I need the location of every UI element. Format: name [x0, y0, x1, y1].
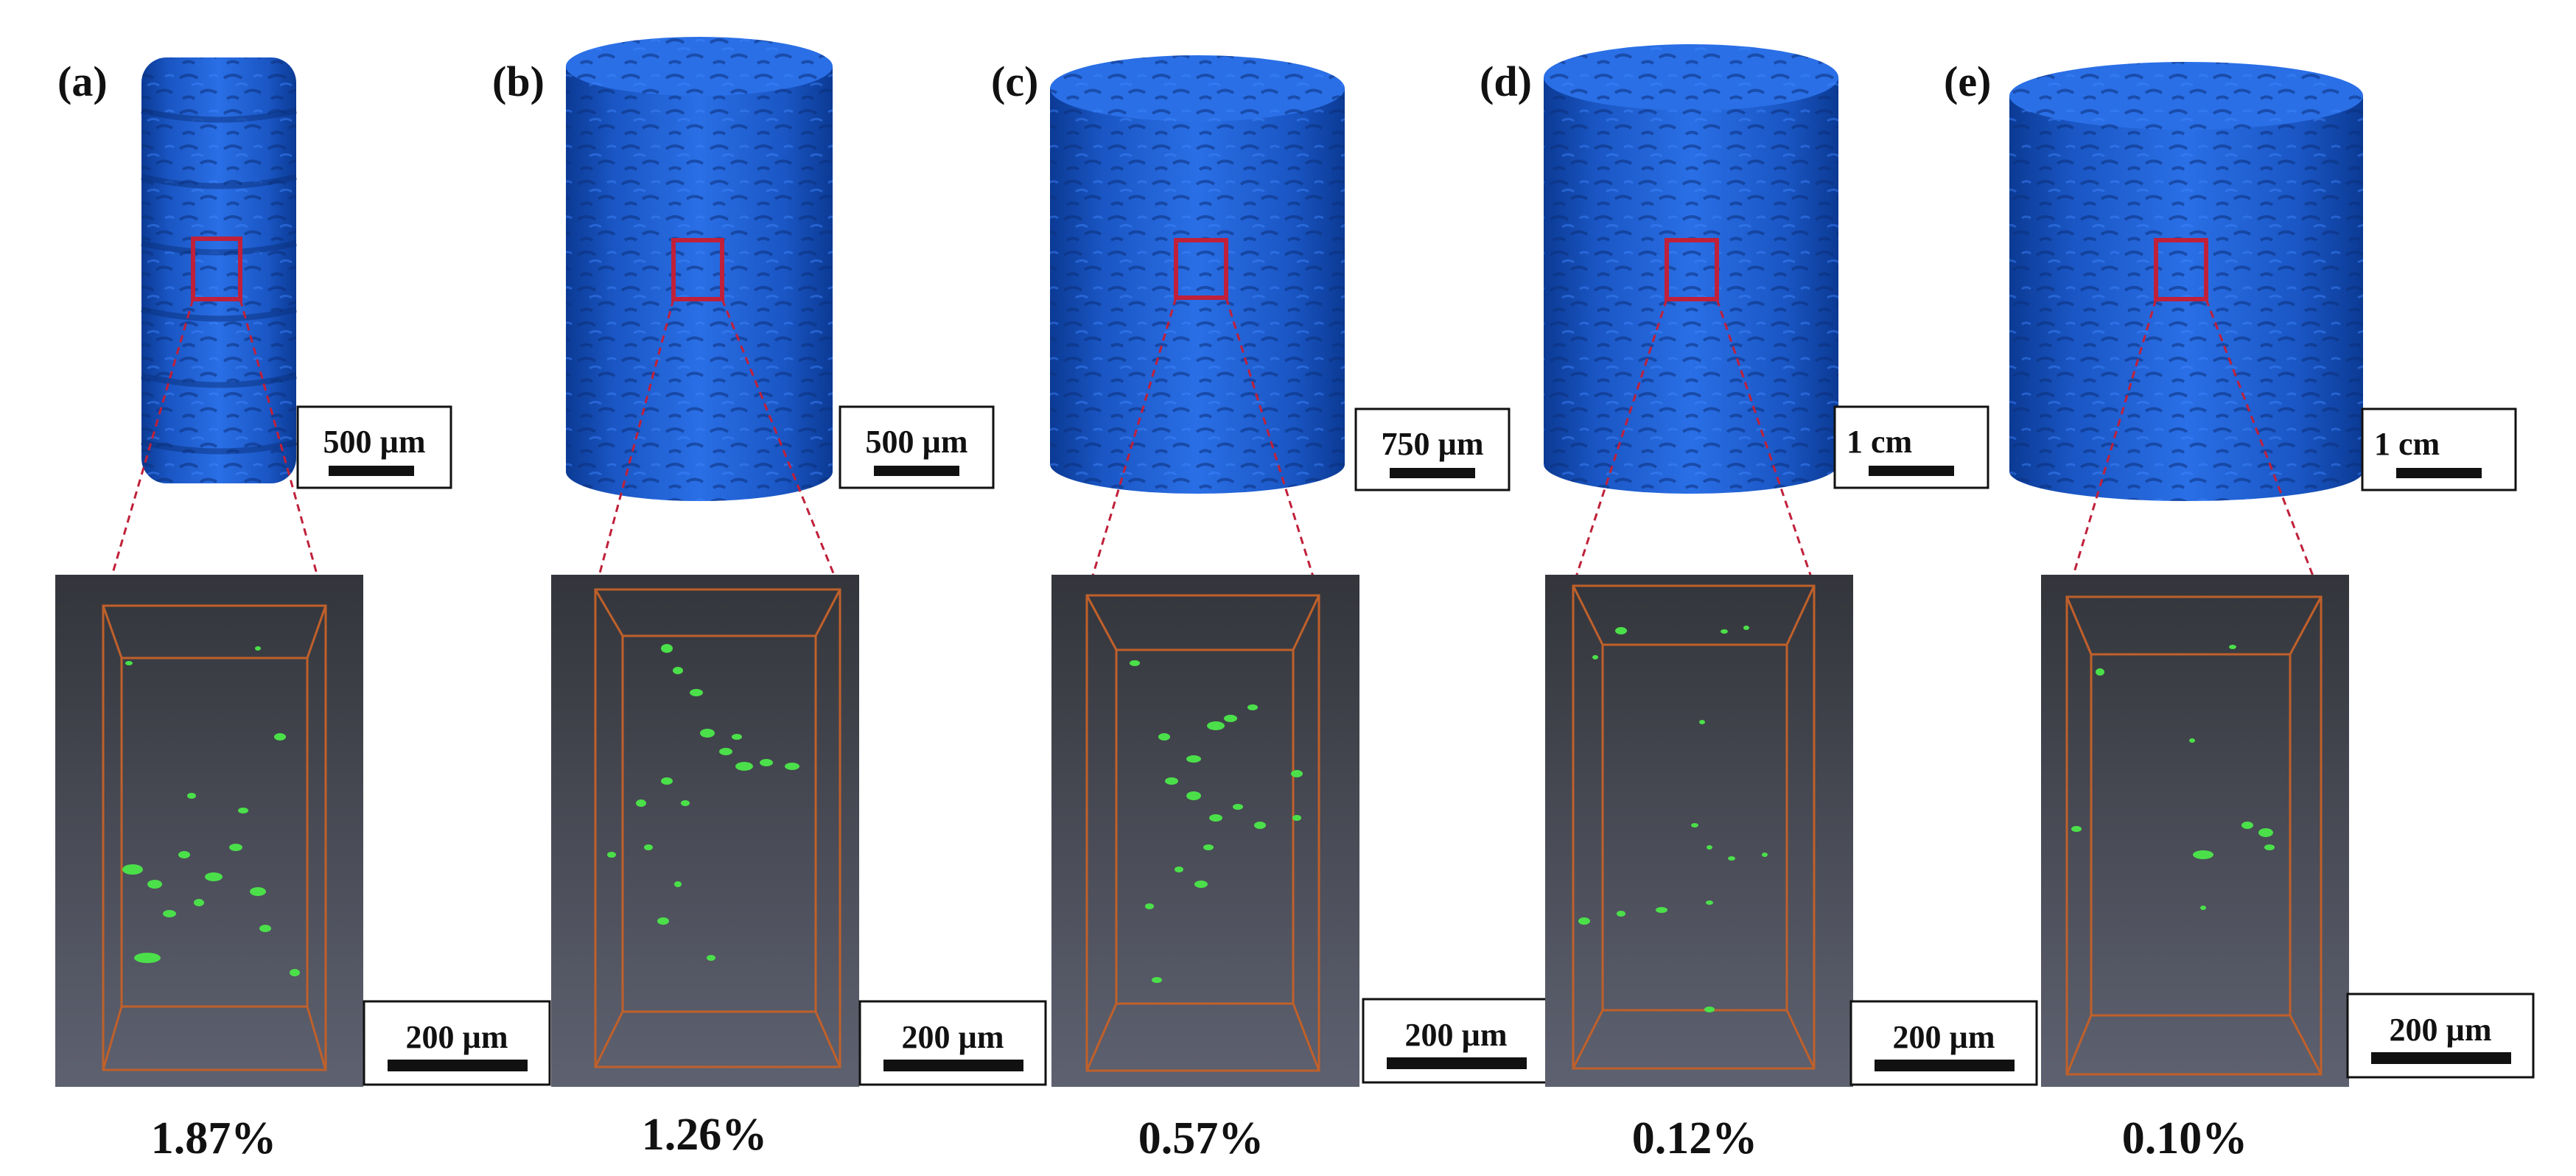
- detail-view-b: [551, 575, 859, 1087]
- scale-bar-bottom: 200 µm: [1849, 1000, 2038, 1086]
- scale-label-bottom: 200 µm: [405, 1019, 508, 1055]
- panel-c: (c) 750 µm: [991, 55, 1550, 1163]
- sample-cylinder-a: [141, 57, 297, 483]
- zoom-line-left-b: [594, 298, 675, 590]
- scale-bar-bottom: 200 µm: [1362, 998, 1550, 1084]
- sample-cylinder-b: [566, 37, 833, 501]
- panel-letter: (e): [1944, 57, 1991, 105]
- zoom-line-left-a: [102, 298, 195, 606]
- scale-bar-bottom: 200 µm: [2346, 993, 2535, 1079]
- scale-label-top: 500 µm: [323, 424, 425, 460]
- zoom-line-right-e: [2205, 298, 2323, 598]
- scale-label-top: 1 cm: [1847, 424, 1912, 460]
- sample-cylinder-d: [1544, 44, 1838, 494]
- zoom-line-right-d: [1715, 298, 1816, 587]
- scale-label-top: 1 cm: [2374, 426, 2440, 462]
- detail-view-a: [55, 575, 363, 1087]
- zoom-line-left-d: [1572, 298, 1668, 587]
- porosity-value: 1.26%: [642, 1110, 768, 1160]
- detail-view-c: [1051, 575, 1359, 1087]
- panel-letter: (a): [57, 57, 108, 105]
- scale-label-bottom: 200 µm: [2389, 1012, 2491, 1048]
- scale-bar-top: 1 cm: [1833, 405, 1989, 489]
- zoom-line-left-c: [1085, 297, 1177, 596]
- detail-view-d: [1545, 575, 1853, 1087]
- scale-label-bottom: 200 µm: [1892, 1019, 1995, 1055]
- zoom-line-right-c: [1225, 297, 1320, 596]
- roi-box-a: [191, 237, 242, 301]
- scale-bar-top: 500 µm: [296, 405, 452, 489]
- sample-cylinder-e: [2009, 62, 2363, 501]
- porosity-value: 1.87%: [151, 1113, 277, 1163]
- scale-label-top: 500 µm: [865, 424, 967, 460]
- scale-label-bottom: 200 µm: [901, 1019, 1004, 1055]
- zoom-line-right-b: [721, 298, 841, 590]
- scale-label-bottom: 200 µm: [1404, 1017, 1507, 1053]
- roi-box-d: [1665, 238, 1719, 301]
- scale-bar-bottom: 200 µm: [858, 1000, 1047, 1086]
- panel-a: (a) 500 µm: [55, 57, 551, 1163]
- zoom-line-left-e: [2065, 298, 2157, 598]
- panel-d: (d) 1 cm: [1480, 44, 2038, 1163]
- panel-letter: (b): [492, 57, 545, 105]
- panel-e: (e) 1 cm: [1944, 57, 2535, 1163]
- panel-b: (b) 500 µm: [492, 37, 1047, 1160]
- panel-letter: (d): [1480, 57, 1532, 105]
- panel-letter: (c): [991, 57, 1038, 105]
- roi-box-e: [2154, 238, 2208, 301]
- porosity-value: 0.10%: [2122, 1113, 2248, 1163]
- scale-bar-top: 750 µm: [1354, 407, 1511, 491]
- roi-box-b: [671, 238, 724, 301]
- zoom-line-right-a: [239, 298, 327, 606]
- porosity-value: 0.57%: [1138, 1113, 1264, 1163]
- scale-bar-top: 500 µm: [839, 405, 995, 489]
- porosity-value: 0.12%: [1632, 1113, 1758, 1163]
- scale-bar-top: 1 cm: [2361, 407, 2517, 491]
- scale-bar-bottom: 200 µm: [363, 1000, 551, 1086]
- detail-view-e: [2041, 575, 2349, 1087]
- scale-label-top: 750 µm: [1381, 426, 1483, 462]
- roi-box-c: [1174, 238, 1228, 300]
- sample-cylinder-c: [1050, 55, 1345, 494]
